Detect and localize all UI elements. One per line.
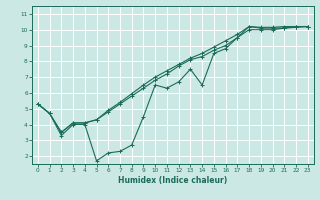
X-axis label: Humidex (Indice chaleur): Humidex (Indice chaleur): [118, 176, 228, 185]
